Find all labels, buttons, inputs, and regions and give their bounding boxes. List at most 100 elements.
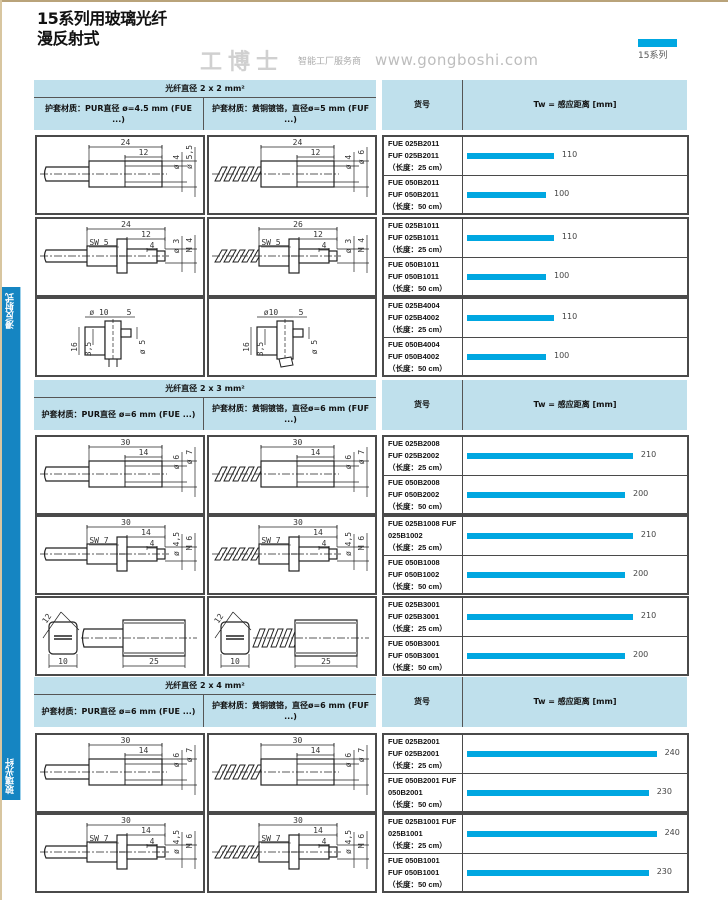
dimension-label: 14 bbox=[141, 528, 151, 537]
product-group: FUE 025B4004 FUF 025B4002 （长度：25 cm） 110 FUE… bbox=[382, 297, 689, 377]
dimension-label: M 6 bbox=[357, 834, 366, 849]
spec-header-right: 货号 Tw = 感应距离 [mm] bbox=[382, 80, 687, 130]
brass-sheath-column-header: 护套材质：黄铜镀铬，直径ø=6 mm (FUF ...) bbox=[211, 701, 370, 721]
dimension-label: 30 bbox=[293, 816, 303, 825]
part-number-line: FUE 025B1008 FUF bbox=[388, 519, 457, 528]
part-number-line: （长度：25 cm） bbox=[388, 543, 447, 552]
spec-header-right: 货号 Tw = 感应距离 [mm] bbox=[382, 677, 687, 727]
dimension-label: ø 7 bbox=[357, 748, 366, 763]
dimension-label: 30 bbox=[293, 736, 303, 745]
part-number-line: FUE 050B1011 bbox=[388, 260, 440, 269]
sensing-distance-value: 240 bbox=[664, 828, 680, 837]
pur-fiber-drawing: 12 10 25 bbox=[35, 596, 205, 676]
part-number: FUE 025B3001 FUF 025B3001 （长度：25 cm） bbox=[384, 598, 463, 636]
part-number-line: FUE 050B2001 FUF bbox=[388, 776, 457, 785]
dimension-label: 14 bbox=[313, 826, 323, 835]
dimension-label: ø 10 bbox=[89, 308, 108, 317]
part-number: FUE 025B2001 FUF 025B2001 （长度：25 cm） bbox=[384, 735, 463, 773]
part-number: FUE 050B2011 FUF 050B2011 （长度：50 cm） bbox=[384, 176, 463, 214]
dimension-label: 4 bbox=[322, 539, 327, 548]
dimension-label: ø 6 bbox=[344, 455, 353, 470]
product-row: FUE 050B1001 FUF 050B1001 （长度：50 cm） 230 bbox=[384, 853, 687, 892]
dimension-drawing: ø10 5 16 3,5 ø 5 bbox=[242, 308, 319, 368]
dimension-label: 16 bbox=[70, 342, 79, 352]
dimension-label: ø 4 bbox=[172, 155, 181, 170]
metal-spiral-cable bbox=[214, 764, 228, 780]
dimension-label: 30 bbox=[121, 518, 131, 527]
dimension-label: 30 bbox=[293, 518, 303, 527]
part-number-line: FUE 025B4004 bbox=[388, 301, 440, 310]
dimension-label: 14 bbox=[141, 826, 151, 835]
product-group: FUE 025B2008 FUF 025B2002 （长度：25 cm） 210 FUE… bbox=[382, 435, 689, 515]
sensing-distance-value: 110 bbox=[561, 150, 578, 159]
product-row: FUE 025B3001 FUF 025B3001 （长度：25 cm） 210 bbox=[384, 598, 687, 636]
dimension-label: ø 4,5 bbox=[172, 532, 181, 556]
part-number: FUE 050B1001 FUF 050B1001 （长度：50 cm） bbox=[384, 854, 463, 892]
product-group: FUE 025B1001 FUF 025B1001 （长度：25 cm） 240 FUE… bbox=[382, 813, 689, 893]
part-number-line: （长度：50 cm） bbox=[388, 800, 447, 809]
product-group: FUE 025B3001 FUF 025B3001 （长度：25 cm） 210 FUE… bbox=[382, 596, 689, 676]
drawing-line bbox=[60, 611, 80, 631]
dimension-label: ø 4 bbox=[344, 155, 353, 170]
dimension-drawing: 24 12 ø 4 ø 5,5 bbox=[40, 138, 197, 197]
sensing-distance-value: 210 bbox=[640, 450, 657, 459]
part-number-line: FUE 050B2011 bbox=[388, 178, 440, 187]
part-number-line: 025B1002 bbox=[388, 531, 423, 540]
dimension-label: 14 bbox=[139, 746, 149, 755]
dimension-label: 3,5 bbox=[256, 342, 265, 357]
side-tab: 漫反射式 玻璃光纤 bbox=[2, 287, 21, 800]
metal-spiral-cable bbox=[214, 547, 228, 561]
dimension-label: ø 4,5 bbox=[172, 830, 181, 854]
brass-fiber-drawing: 30 14 4 SW 7 ø 4,5 M 6 bbox=[207, 813, 377, 893]
metal-spiral-cable bbox=[232, 249, 246, 263]
part-number-line: FUE 025B2001 bbox=[388, 737, 440, 746]
part-number-line: （长度：50 cm） bbox=[388, 284, 447, 293]
dimension-label: 12 bbox=[313, 230, 323, 239]
fiber-diameter-title: 光纤直径 2 x 3 mm² bbox=[34, 380, 376, 398]
series-badge-label: 15系列 bbox=[638, 51, 668, 61]
part-number-line: （长度：50 cm） bbox=[388, 202, 447, 211]
pur-fiber-drawing: 30 14 ø 6 ø 7 bbox=[35, 733, 205, 813]
part-number-line: FUE 050B1008 bbox=[388, 558, 440, 567]
dimension-label: 25 bbox=[321, 657, 331, 666]
page-subtitle: 漫反射式 bbox=[37, 29, 100, 48]
part-number-line: FUE 050B4004 bbox=[388, 340, 440, 349]
part-number-line: （长度：50 cm） bbox=[388, 663, 447, 672]
part-number: FUE 050B2008 FUF 050B2002 （长度：50 cm） bbox=[384, 476, 463, 514]
brass-fiber-drawing: ø10 5 16 3,5 ø 5 bbox=[207, 297, 377, 377]
sensing-distance-bar bbox=[467, 790, 649, 796]
part-number: FUE 025B1008 FUF 025B1002 （长度：25 cm） bbox=[384, 517, 463, 555]
part-number: FUE 025B4004 FUF 025B4002 （长度：25 cm） bbox=[384, 299, 463, 337]
drawing-line bbox=[214, 611, 234, 639]
dimension-label: ø 4,5 bbox=[344, 830, 353, 854]
spec-header-left: 光纤直径 2 x 3 mm² 护套材质：PUR直径 ø=6 mm (FUE ...… bbox=[34, 380, 376, 430]
part-number-line: （长度：25 cm） bbox=[388, 463, 447, 472]
product-row: FUE 050B1008 FUF 050B1002 （长度：50 cm） 200 bbox=[384, 555, 687, 594]
part-number-line: （长度：25 cm） bbox=[388, 624, 447, 633]
dimension-label: 14 bbox=[139, 448, 149, 457]
dimension-label: SW 5 bbox=[89, 238, 108, 247]
dimension-drawing: 24 12 ø 4 ø 6 bbox=[212, 138, 369, 197]
drawing-part bbox=[220, 621, 250, 655]
dimension-label: ø 3 bbox=[172, 239, 181, 254]
product-row: FUE 025B4004 FUF 025B4002 （长度：25 cm） 110 bbox=[384, 299, 687, 337]
watermark-slogan: 智能工厂服务商 bbox=[298, 56, 362, 67]
product-row: FUE 050B2011 FUF 050B2011 （长度：50 cm） 100 bbox=[384, 175, 687, 214]
product-row: FUE 025B1001 FUF 025B1001 （长度：25 cm） 240 bbox=[384, 815, 687, 853]
part-number: FUE 025B2008 FUF 025B2002 （长度：25 cm） bbox=[384, 437, 463, 475]
sensing-distance-bar bbox=[467, 653, 625, 659]
dimension-label: 24 bbox=[121, 220, 131, 229]
page-border-top bbox=[0, 0, 728, 2]
pur-fiber-drawing: ø 10 5 16 3,5 ø 5 bbox=[35, 297, 205, 377]
part-number-line: FUF 025B2002 bbox=[388, 451, 440, 460]
sensing-distance-bar bbox=[467, 235, 554, 241]
part-number: FUE 025B2011 FUF 025B2011 （长度：25 cm） bbox=[384, 137, 463, 175]
pur-fiber-drawing: 30 14 ø 6 ø 7 bbox=[35, 435, 205, 515]
part-number-line: FUF 025B1011 bbox=[388, 233, 439, 242]
part-number-line: FUF 050B1002 bbox=[388, 570, 440, 579]
sensing-distance-value: 200 bbox=[633, 489, 649, 498]
part-number-line: FUE 025B2008 bbox=[388, 439, 440, 448]
part-number-line: FUF 025B2001 bbox=[388, 749, 440, 758]
sensing-distance-value: 230 bbox=[656, 867, 672, 876]
